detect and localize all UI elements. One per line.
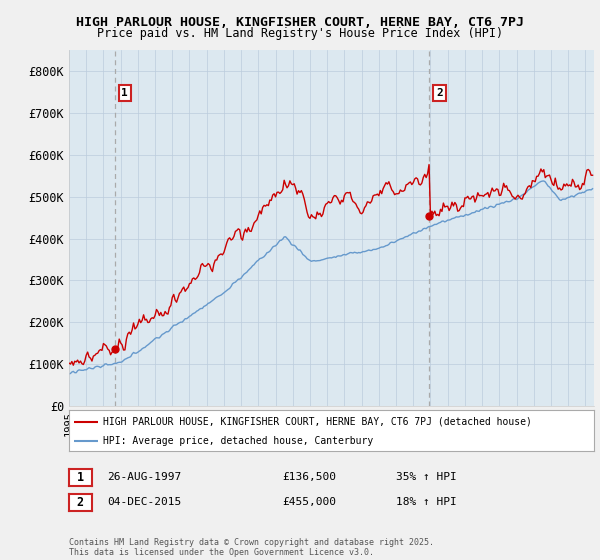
Text: 18% ↑ HPI: 18% ↑ HPI bbox=[396, 497, 457, 507]
Text: Contains HM Land Registry data © Crown copyright and database right 2025.
This d: Contains HM Land Registry data © Crown c… bbox=[69, 538, 434, 557]
Text: HIGH PARLOUR HOUSE, KINGFISHER COURT, HERNE BAY, CT6 7PJ: HIGH PARLOUR HOUSE, KINGFISHER COURT, HE… bbox=[76, 16, 524, 29]
Text: HPI: Average price, detached house, Canterbury: HPI: Average price, detached house, Cant… bbox=[103, 436, 373, 446]
Text: 26-AUG-1997: 26-AUG-1997 bbox=[107, 472, 181, 482]
Text: 35% ↑ HPI: 35% ↑ HPI bbox=[396, 472, 457, 482]
Text: £455,000: £455,000 bbox=[282, 497, 336, 507]
Text: HIGH PARLOUR HOUSE, KINGFISHER COURT, HERNE BAY, CT6 7PJ (detached house): HIGH PARLOUR HOUSE, KINGFISHER COURT, HE… bbox=[103, 417, 532, 427]
Text: Price paid vs. HM Land Registry's House Price Index (HPI): Price paid vs. HM Land Registry's House … bbox=[97, 27, 503, 40]
Text: 04-DEC-2015: 04-DEC-2015 bbox=[107, 497, 181, 507]
Text: £136,500: £136,500 bbox=[282, 472, 336, 482]
Text: 2: 2 bbox=[77, 496, 84, 509]
Text: 2: 2 bbox=[436, 88, 443, 98]
Text: 1: 1 bbox=[77, 470, 84, 484]
Text: 1: 1 bbox=[121, 88, 128, 98]
